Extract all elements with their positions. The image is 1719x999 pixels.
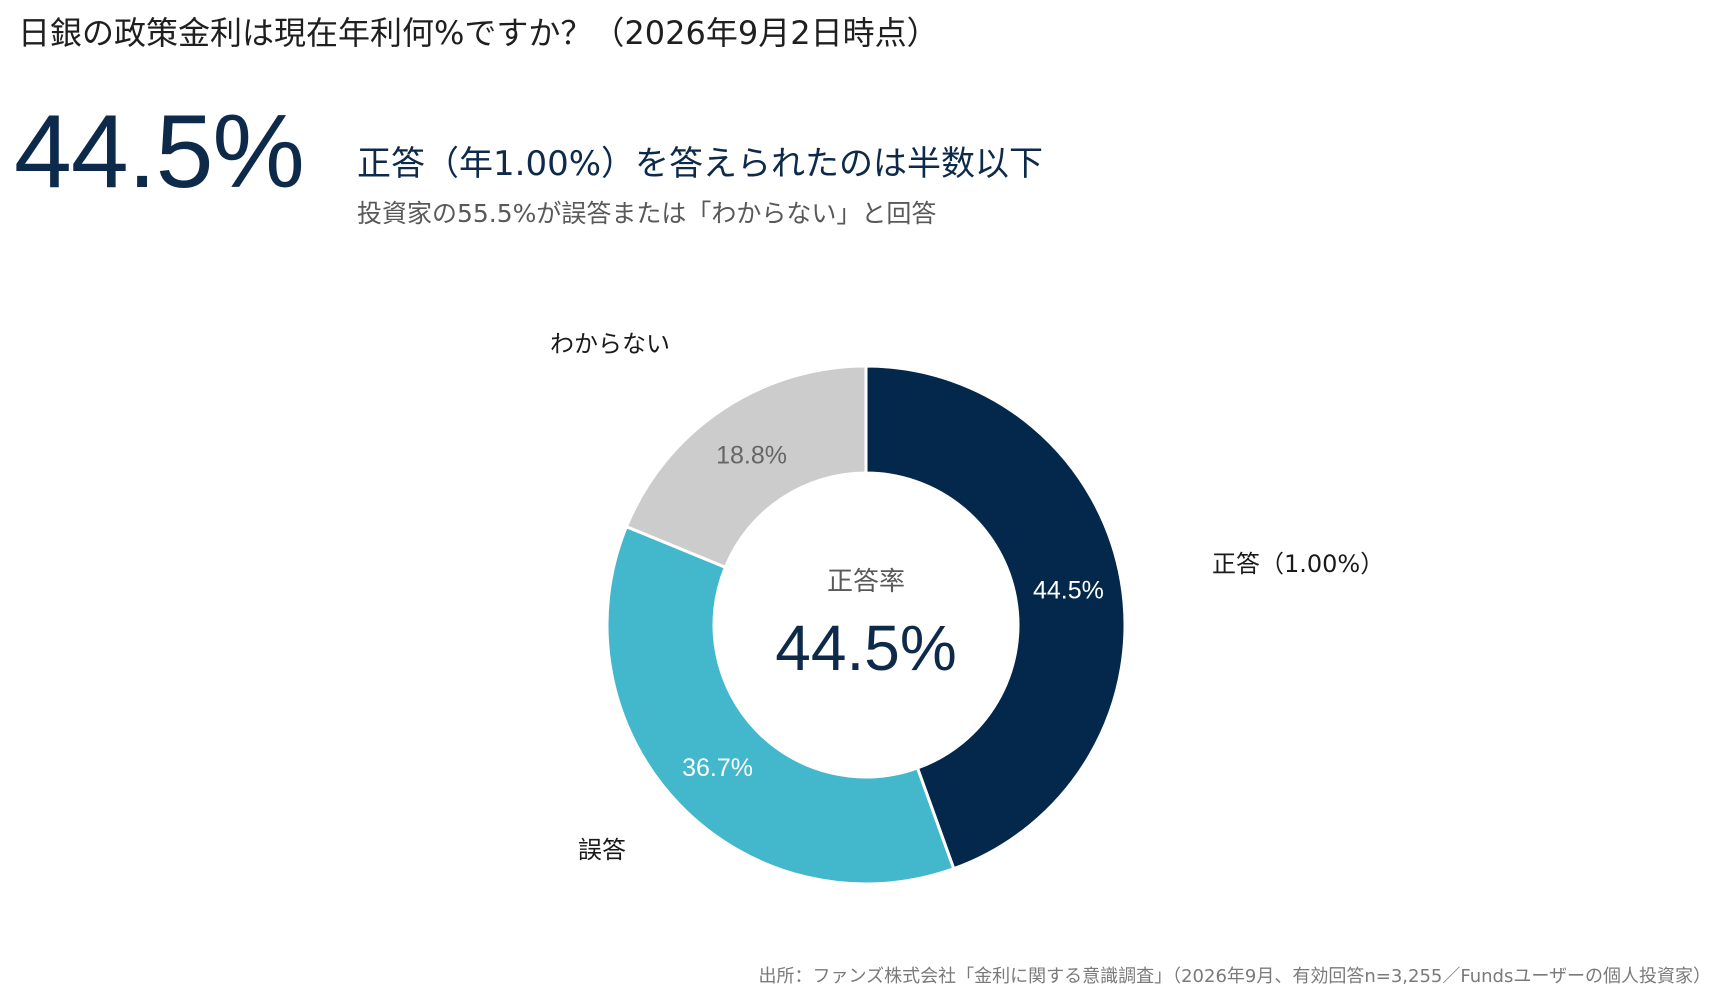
headline-title: 正答（年1.00%）を答えられたのは半数以下 (357, 144, 1044, 184)
big-stat-value: 44.5% (14, 94, 305, 210)
slice-category-label: 誤答 (578, 836, 626, 864)
slice-category-label: 正答（1.00%） (1212, 550, 1384, 578)
donut-slice-3 (624, 364, 868, 570)
slice-percent-label: 36.7% (682, 754, 753, 782)
question-title: 日銀の政策金利は現在年利何%ですか？（2026年9月2日時点） (18, 14, 939, 52)
slice-category-label: わからない (550, 330, 670, 358)
slice-percent-label: 44.5% (1033, 577, 1104, 605)
headline-subtitle: 投資家の55.5%が誤答または「わからない」と回答 (357, 199, 937, 228)
donut-slice-1 (864, 364, 1127, 871)
center-value: 44.5% (775, 612, 956, 684)
source-note: 出所：ファンズ株式会社「金利に関する意識調査」（2026年9月、有効回答n=3,… (758, 966, 1711, 987)
donut-slices (605, 364, 1127, 886)
slice-percent-label: 18.8% (716, 441, 787, 469)
center-label: 正答率 (827, 567, 905, 597)
donut-slice-2 (605, 524, 956, 886)
donut-percent-labels: 44.5% 36.7% 18.8% (682, 441, 1104, 782)
donut-category-labels: 正答（1.00%） 誤答 わからない (550, 330, 1384, 864)
